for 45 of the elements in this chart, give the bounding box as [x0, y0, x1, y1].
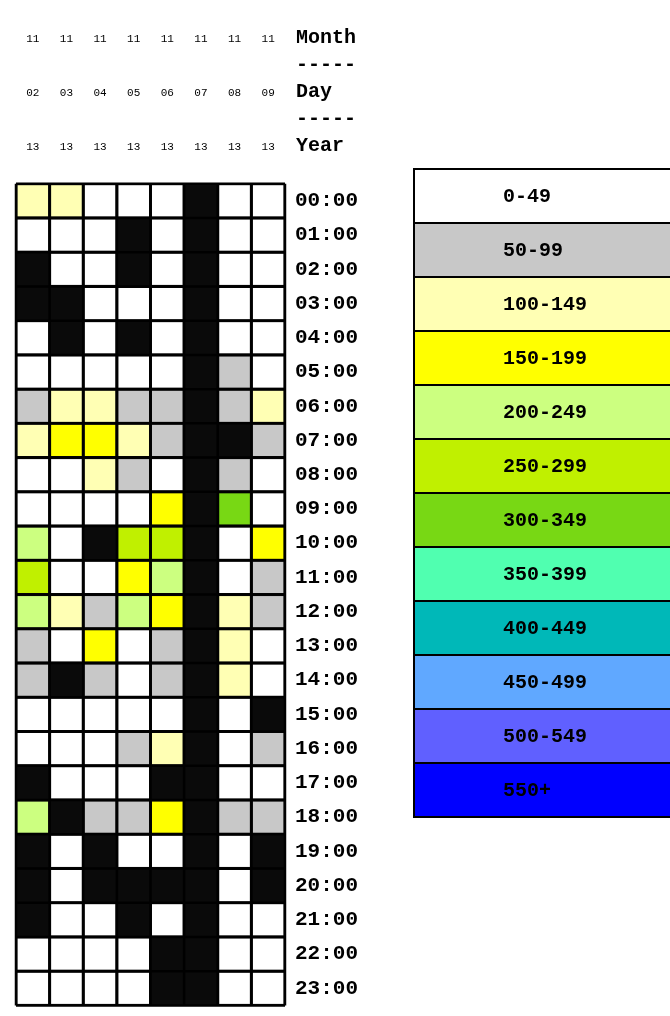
y-tick-label: 01:00 [294, 223, 359, 247]
y-tick-label: 06:00 [294, 394, 359, 418]
y-tick-label: 00:00 [294, 189, 359, 213]
y-tick-label: 12:00 [294, 599, 359, 623]
y-tick-label: 02:00 [294, 257, 359, 281]
y-tick-label: 11:00 [294, 565, 359, 589]
y-tick-label: 04:00 [294, 326, 359, 350]
color-bar-label: 550+ [415, 764, 670, 816]
category-label: 11 08 13 [227, 32, 242, 153]
y-tick-label: 05:00 [294, 360, 359, 384]
y-tick-label: 14:00 [294, 668, 359, 692]
y-tick-label: 10:00 [294, 531, 359, 555]
category-label: 11 07 13 [194, 32, 208, 153]
color-bar-label: 300-349 [415, 494, 670, 548]
color-bar-label: 200-249 [415, 386, 670, 440]
category-label: 11 03 13 [59, 32, 74, 153]
category-label: 11 06 13 [160, 32, 174, 153]
y-tick-label: 09:00 [294, 497, 359, 521]
y-tick-label: 23:00 [294, 976, 359, 1000]
color-bar-label: 500-549 [415, 710, 670, 764]
y-tick-label: 20:00 [294, 873, 359, 897]
category-label: 11 09 13 [261, 32, 275, 153]
color-bar-label: 400-449 [415, 602, 670, 656]
y-tick-label: 13:00 [294, 634, 359, 658]
y-tick-label: 18:00 [294, 805, 359, 829]
category-label: 11 05 13 [127, 32, 141, 153]
color-bar-label: 50-99 [415, 224, 670, 278]
y-tick-label: 15:00 [294, 702, 359, 726]
y-tick-label: 22:00 [294, 942, 359, 966]
color-bar-label: 100-149 [415, 278, 670, 332]
color-bar-label: 450-499 [415, 656, 670, 710]
y-tick-label: 19:00 [294, 839, 359, 863]
category-label: 11 02 13 [26, 32, 40, 153]
y-tick-label: 03:00 [294, 291, 359, 315]
y-tick-label: 17:00 [294, 771, 359, 795]
color-bar-label: 250-299 [415, 440, 670, 494]
y-tick-label: 21:00 [294, 908, 359, 932]
y-tick-label: 16:00 [294, 736, 359, 760]
color-bar-label: 0-49 [415, 170, 670, 224]
y-tick-label: 08:00 [294, 463, 359, 487]
category-label: 11 04 13 [93, 32, 107, 153]
color-bar-label: 150-199 [415, 332, 670, 386]
y-tick-label: 07:00 [294, 428, 359, 452]
x-axis-title: Month ----- Day ----- Year [296, 25, 357, 159]
color-bar-label: 350-399 [415, 548, 670, 602]
